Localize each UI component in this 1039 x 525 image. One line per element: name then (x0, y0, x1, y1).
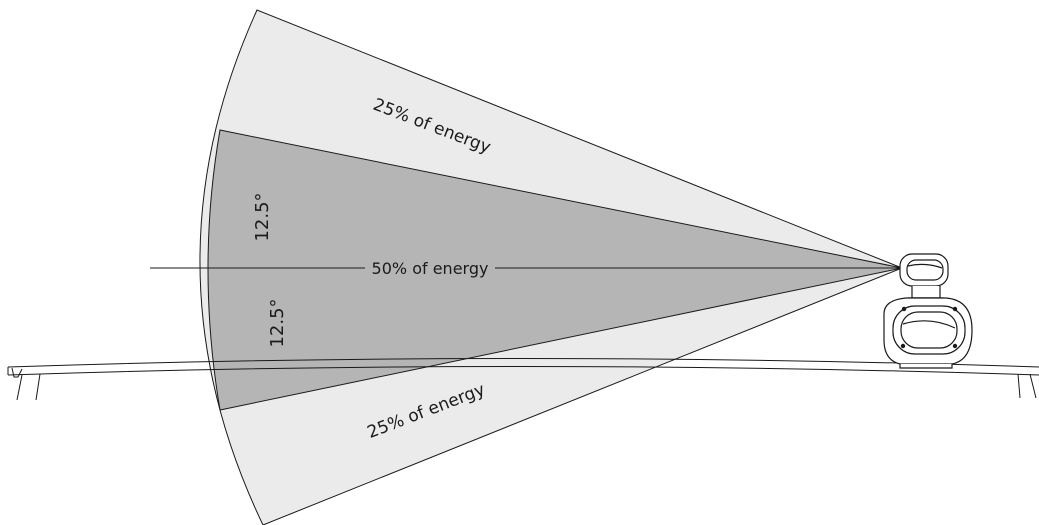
upper-angle-label: 12.5° (252, 192, 273, 241)
sonar-transducer-icon (883, 253, 973, 369)
lower-angle-label: 12.5° (267, 298, 288, 347)
inner-beam-zone (207, 129, 903, 411)
center-zone-label: 50% of energy (372, 259, 489, 278)
boat-rail-icon (7, 358, 1039, 401)
